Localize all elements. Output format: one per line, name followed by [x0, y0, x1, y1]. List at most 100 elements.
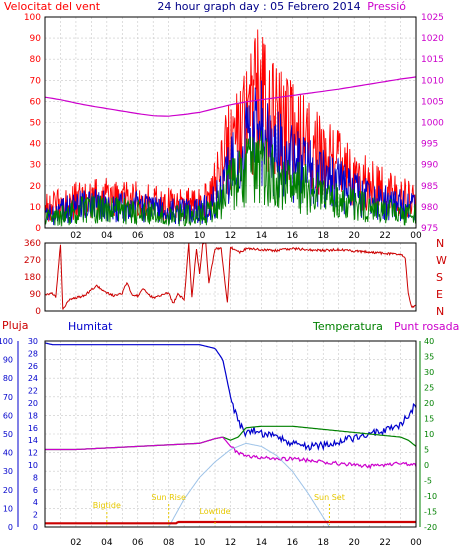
wind-tick-label: 0 [35, 224, 41, 234]
temperature-tick-label: -5 [424, 477, 432, 486]
rain-tick-label: 18 [28, 411, 38, 420]
humidity-tick-label: 100 [0, 337, 13, 346]
time-tick-label: 04 [101, 231, 113, 241]
time-tick-label: 14 [256, 538, 268, 548]
rain-tick-label: 0 [33, 523, 38, 532]
rain-tick-label: 2 [33, 511, 38, 520]
pressure-tick-label: 985 [421, 182, 438, 192]
time-tick-label: 16 [287, 231, 299, 241]
pressure-tick-label: 1000 [421, 119, 444, 129]
direction-degree-label: 0 [35, 307, 41, 317]
direction-degree-label: 180 [24, 273, 41, 283]
temperature-ticks: -20 -15 -10 -5 0 5 10 15 20 25 30 35 40 [424, 337, 437, 532]
wind-tick-label: 100 [24, 13, 41, 23]
temperature-tick-label: 10 [424, 430, 434, 439]
humidity-tick-label: 50 [3, 430, 13, 439]
time-tick-label: 18 [318, 231, 330, 241]
wind-tick-label: 20 [30, 182, 42, 192]
humidity-tick-label: 0 [8, 523, 13, 532]
direction-degree-label: 360 [24, 239, 41, 249]
series-rain [45, 520, 416, 525]
humidity-ticks: 0 10 20 30 40 50 60 70 80 90 100 [0, 337, 13, 532]
direction-frame [44, 242, 417, 312]
direction-compass-label: S [436, 271, 443, 284]
rain-tick-label: 8 [33, 473, 38, 482]
direction-compass-label: E [436, 288, 443, 301]
direction-grid [45, 242, 416, 312]
legend-dewpoint: Punt rosada [394, 320, 459, 333]
wind-tick-label: 60 [30, 97, 42, 107]
series-dewpoint [45, 436, 417, 470]
time-tick-label: 22 [379, 231, 390, 241]
rain-tick-label: 22 [28, 387, 38, 396]
pressure-tick-label: 1010 [421, 76, 444, 86]
time-tick-label: 06 [132, 231, 144, 241]
time-tick-label: 10 [194, 538, 206, 548]
rain-tick-label: 20 [28, 399, 38, 408]
pressure-tick-label: 1005 [421, 97, 444, 107]
temperature-tick-label: 0 [424, 461, 429, 470]
graph-title: 24 hour graph day : 05 Febrero 2014 [157, 0, 360, 13]
pressure-tick-label: 995 [421, 140, 438, 150]
time-tick-label: 06 [132, 538, 144, 548]
annotation-label: Sun Set [314, 493, 345, 502]
direction-compass-label: W [436, 254, 447, 267]
wind-tick-label: 30 [30, 161, 42, 171]
temperature-tick-label: -20 [424, 523, 437, 532]
direction-compass-label: N [436, 237, 444, 250]
pressure-tick-label: 990 [421, 161, 438, 171]
pressure-tick-label: 1020 [421, 34, 444, 44]
temperature-tick-label: 35 [424, 353, 434, 362]
temperature-tick-label: -10 [424, 492, 437, 501]
wind-tick-label: 10 [30, 203, 42, 213]
time-tick-label: 02 [70, 538, 81, 548]
time-tick-label: 22 [379, 538, 390, 548]
wind-speed-ticks: 0 10 20 30 40 50 60 70 80 90 100 [24, 13, 41, 234]
time-tick-label: 02 [70, 231, 81, 241]
humidity-tick-label: 30 [3, 467, 13, 476]
wind-pressure-series [44, 29, 417, 227]
pressure-axis-label: Pressió [367, 0, 406, 13]
humidity-tick-label: 90 [3, 356, 13, 365]
time-tick-label: 18 [318, 538, 330, 548]
temperature-tick-label: -15 [424, 508, 437, 517]
rain-tick-label: 16 [28, 424, 38, 433]
series-humidity [44, 342, 417, 452]
annotation-label: Lowtide [199, 507, 230, 516]
pressure-tick-label: 1015 [421, 55, 444, 65]
pressure-tick-label: 980 [421, 203, 438, 213]
time-tick-label: 12 [225, 538, 236, 548]
rain-tick-label: 30 [28, 337, 38, 346]
temperature-tick-label: 5 [424, 446, 429, 455]
temperature-tick-label: 40 [424, 337, 434, 346]
time-tick-label: 08 [163, 231, 175, 241]
annotation-label: Sun Rise [151, 493, 186, 502]
time-tick-label: 12 [225, 231, 236, 241]
direction-degree-ticks: 0 90 180 270 360 [24, 239, 41, 317]
time-tick-label: 20 [348, 538, 360, 548]
sun-tide-annotations: Sun Rise Lowtide Sun Set Bigtide [93, 493, 345, 525]
series-pressure [44, 76, 417, 117]
direction-degree-label: 90 [30, 290, 42, 300]
wind-pressure-frame [44, 16, 417, 229]
time-tick-label: 16 [287, 538, 299, 548]
annotation-label: Bigtide [93, 501, 121, 510]
rain-tick-label: 24 [28, 374, 38, 383]
climate-frame [44, 340, 417, 528]
pressure-tick-label: 975 [421, 224, 438, 234]
legend-rain: Pluja [2, 319, 28, 332]
humidity-tick-label: 70 [3, 393, 13, 402]
humidity-tick-label: 80 [3, 374, 13, 383]
rain-tick-label: 4 [33, 498, 38, 507]
series-direction [44, 242, 417, 310]
rain-tick-label: 26 [28, 362, 38, 371]
legend-humidity: Humitat [68, 320, 113, 333]
wind-tick-label: 80 [30, 55, 42, 65]
temperature-tick-label: 30 [424, 368, 434, 377]
wind-tick-label: 40 [30, 140, 42, 150]
rain-tick-label: 10 [28, 461, 38, 470]
